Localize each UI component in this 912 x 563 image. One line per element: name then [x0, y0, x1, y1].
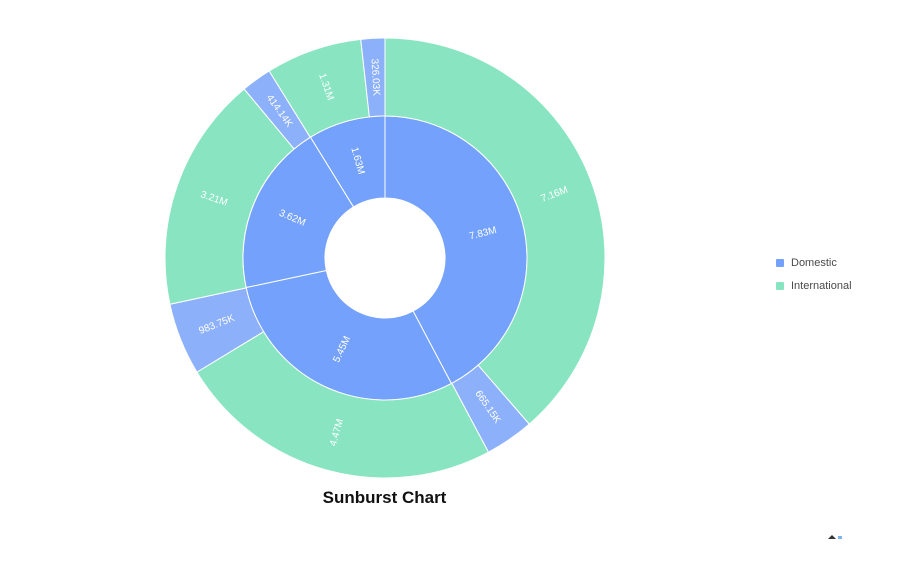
legend-swatch-domestic — [776, 258, 784, 267]
outer-segment-4-47m[interactable] — [196, 330, 490, 479]
outer-label-326-03k: 326.03K — [368, 58, 381, 96]
legend: Domestic International — [776, 251, 852, 297]
legend-swatch-international — [776, 281, 784, 290]
chart-title: Sunburst Chart — [322, 488, 447, 507]
outer-ring — [164, 37, 606, 479]
inner-ring — [242, 115, 528, 401]
outer-segment-7-16m[interactable] — [384, 37, 606, 425]
outer-segment-326-03k[interactable] — [360, 37, 386, 118]
legend-label-domestic: Domestic — [791, 256, 837, 269]
legend-item-international[interactable]: International — [776, 274, 852, 297]
legend-label-international: International — [791, 279, 852, 292]
corner-logo-icon — [828, 535, 842, 539]
legend-item-domestic[interactable]: Domestic — [776, 251, 852, 274]
